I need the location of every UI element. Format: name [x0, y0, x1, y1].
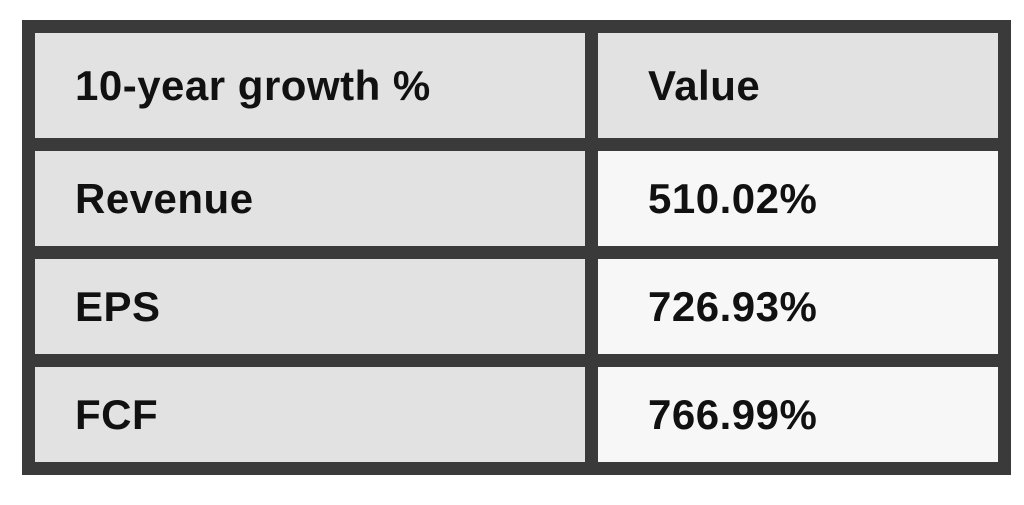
row-label-eps: EPS [22, 246, 598, 367]
table-row-eps: EPS 726.93% [22, 246, 1011, 367]
header-cell-value: Value [585, 20, 1011, 151]
header-row: 10-year growth % Value [22, 20, 1011, 151]
row-value-fcf: 766.99% [585, 354, 1011, 475]
growth-table: 10-year growth % Value Revenue 510.02% E… [22, 20, 1011, 475]
table-row-revenue: Revenue 510.02% [22, 138, 1011, 259]
row-label-revenue: Revenue [22, 138, 598, 259]
row-value-revenue: 510.02% [585, 138, 1011, 259]
header-cell-metric: 10-year growth % [22, 20, 598, 151]
table-row-fcf: FCF 766.99% [22, 354, 1011, 475]
row-value-eps: 726.93% [585, 246, 1011, 367]
row-label-fcf: FCF [22, 354, 598, 475]
